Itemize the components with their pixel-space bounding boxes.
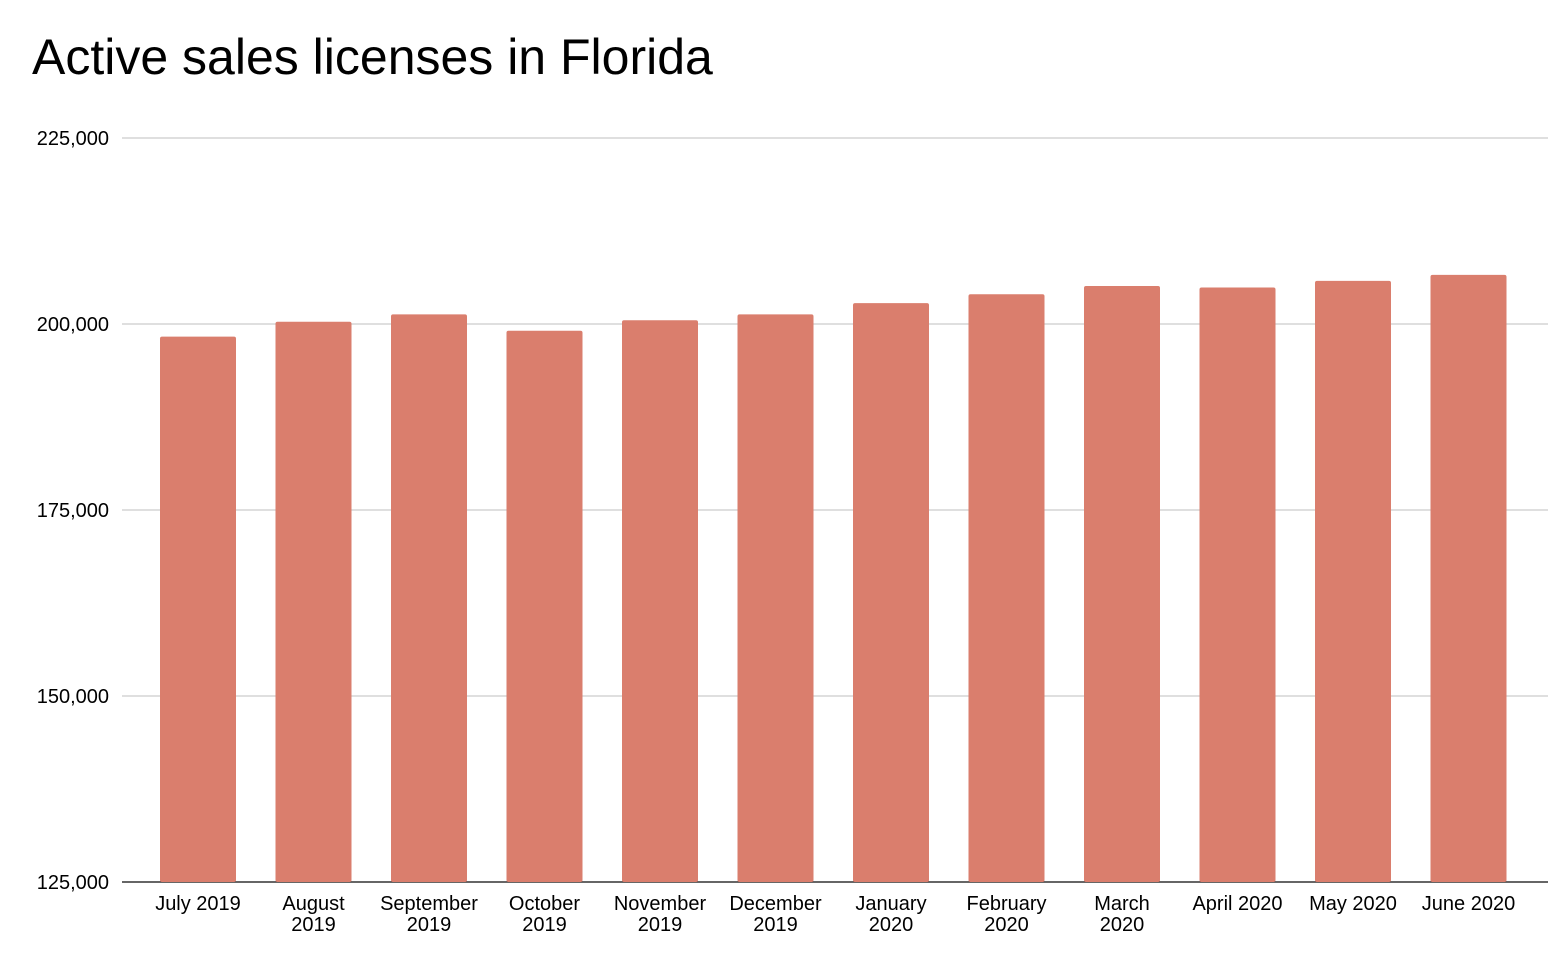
x-tick-label: November 2019 [614,893,707,936]
x-tick-label: May 2020 [1309,893,1397,915]
y-tick-label: 200,000 [37,314,109,336]
bar [737,314,814,882]
bars [160,274,1507,883]
x-tick-label: March 2020 [1094,893,1150,936]
x-tick-label: April 2020 [1192,893,1282,915]
bar [1199,287,1276,882]
x-axis-category-labels: July 2019 August 2019 September 2019 October 2… [155,893,1515,936]
bar [1315,280,1391,882]
bar [853,303,929,883]
bar [622,320,698,882]
x-tick-label: October 2019 [509,893,580,936]
y-tick-label: 225,000 [37,128,109,150]
x-tick-label: August 2019 [282,893,345,936]
bar [1084,286,1160,882]
x-tick-label: February 2020 [966,893,1046,936]
chart-title: Active sales licenses in Florida [32,29,713,85]
x-tick-label: September 2019 [380,893,478,936]
bar [968,294,1045,882]
bar [1430,274,1507,882]
bar [391,314,467,882]
bar [160,336,236,882]
x-tick-label: June 2020 [1422,893,1515,915]
bar [506,330,583,882]
x-tick-label: January 2020 [855,893,926,936]
bar [275,321,352,882]
x-tick-label: July 2019 [155,893,241,915]
y-tick-label: 175,000 [37,500,109,522]
y-tick-label: 125,000 [37,872,109,894]
y-axis-tick-labels: 225,000 200,000 175,000 150,000 125,000 [37,128,109,894]
x-tick-label: December 2019 [729,893,822,936]
y-tick-label: 150,000 [37,686,109,708]
grid-lines [122,137,1548,883]
